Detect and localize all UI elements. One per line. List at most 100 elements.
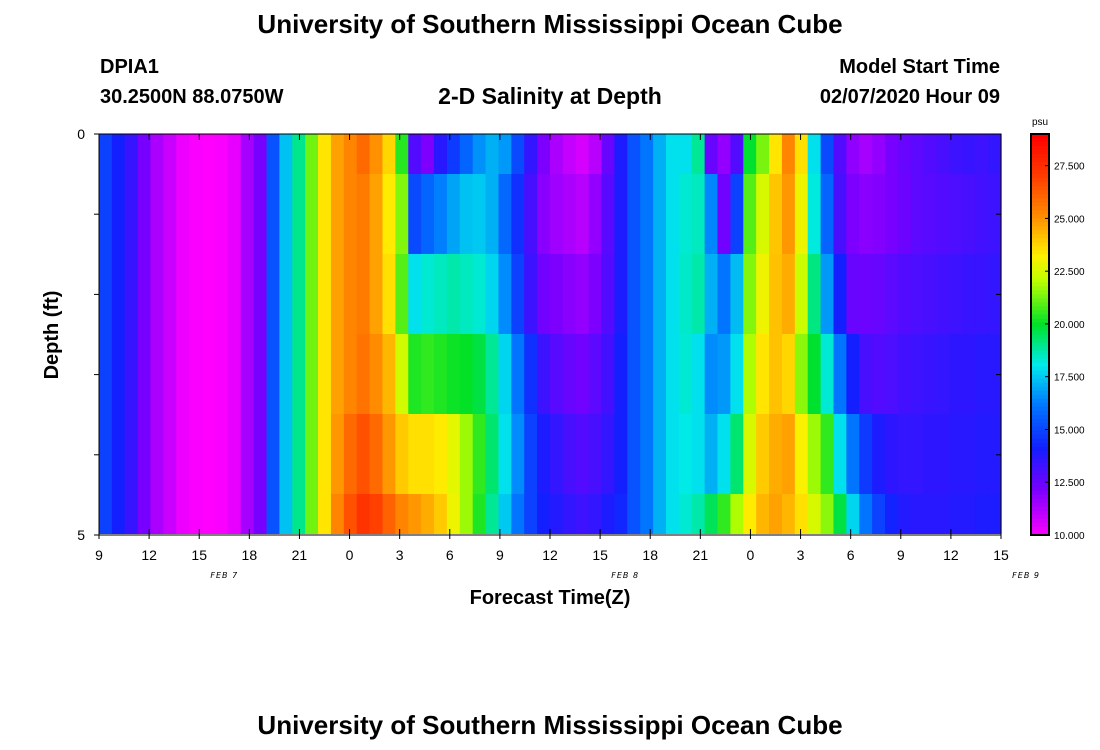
heatmap-cell — [524, 414, 538, 494]
heatmap-cell — [691, 174, 706, 254]
heatmap-cell — [124, 334, 139, 414]
heatmap-cell — [279, 254, 293, 334]
heatmap-cell — [769, 414, 783, 494]
heatmap-cell — [485, 174, 500, 254]
heatmap-cell — [614, 494, 628, 534]
heatmap-cell — [781, 414, 796, 494]
heatmap-cell — [936, 334, 951, 414]
heatmap-cell — [833, 254, 847, 334]
heatmap-cell — [833, 334, 847, 414]
heatmap-cell — [176, 134, 190, 174]
heatmap-cell — [214, 334, 229, 414]
heatmap-cell — [421, 134, 435, 174]
x-tick-label: 3 — [396, 547, 404, 563]
heatmap-cell — [717, 334, 731, 414]
heatmap-cell — [343, 414, 358, 494]
heatmap-cell — [614, 334, 628, 414]
heatmap-cell — [717, 174, 731, 254]
heatmap-cell — [150, 334, 165, 414]
heatmap-cell — [601, 174, 616, 254]
heatmap-cell — [318, 254, 332, 334]
heatmap-cell — [356, 494, 371, 534]
colorbar-segment — [1031, 402, 1049, 408]
heatmap-cell — [962, 494, 976, 534]
heatmap-cell — [446, 494, 461, 534]
heatmap-cell — [318, 174, 332, 254]
x-tick-label: 9 — [95, 547, 103, 563]
heatmap-cell — [743, 174, 757, 254]
heatmap-cell — [369, 414, 384, 494]
x-tick-label: 18 — [242, 547, 258, 563]
colorbar-segment — [1031, 182, 1049, 187]
colorbar-segment — [1031, 202, 1049, 207]
heatmap-cell — [807, 174, 822, 254]
heatmap-cell — [820, 134, 835, 174]
heatmap-cell — [446, 174, 461, 254]
heatmap-cell — [550, 334, 564, 414]
heatmap-cell — [227, 414, 242, 494]
colorbar-segment — [1031, 446, 1049, 452]
colorbar-segment — [1031, 270, 1049, 275]
heatmap-cell — [150, 254, 165, 334]
heatmap-cell — [498, 134, 512, 174]
heatmap-cell — [446, 254, 461, 334]
heatmap-cell — [111, 134, 126, 174]
x-tick-label: 18 — [642, 547, 658, 563]
x-tick-label: 3 — [797, 547, 805, 563]
colorbar-segment — [1031, 158, 1049, 163]
heatmap-cell — [627, 254, 641, 334]
heatmap-cell — [550, 254, 564, 334]
heatmap-cell — [885, 254, 899, 334]
heatmap-cell — [266, 494, 280, 534]
heatmap-cell — [859, 174, 873, 254]
heatmap-cell — [665, 134, 680, 174]
heatmap-cell — [292, 494, 306, 534]
heatmap-cell — [872, 414, 886, 494]
colorbar-segment — [1031, 318, 1049, 324]
heatmap-cell — [975, 494, 989, 534]
colorbar-segment — [1031, 262, 1049, 267]
heatmap-cell — [524, 494, 538, 534]
date-label: FEB 9 — [1012, 571, 1040, 580]
heatmap-cell — [717, 414, 731, 494]
heatmap-cell — [524, 254, 538, 334]
heatmap-cell — [665, 254, 680, 334]
heatmap-cell — [240, 254, 255, 334]
heatmap-cell — [897, 334, 912, 414]
colorbar-segment — [1031, 194, 1049, 199]
heatmap-cell — [421, 254, 435, 334]
heatmap-cell — [421, 414, 435, 494]
heatmap-cell — [743, 414, 757, 494]
heatmap-cell — [524, 134, 538, 174]
heatmap-cell — [279, 414, 293, 494]
heatmap-cell — [627, 494, 641, 534]
heatmap-cell — [189, 414, 203, 494]
x-axis-title: Forecast Time(Z) — [470, 587, 631, 609]
heatmap-cell — [923, 494, 938, 534]
heatmap-cell — [769, 494, 783, 534]
heatmap-cells — [99, 134, 1002, 534]
x-tick-label: 15 — [191, 547, 207, 563]
heatmap-cell — [859, 414, 873, 494]
heatmap-cell — [356, 334, 371, 414]
colorbar-segment — [1031, 134, 1049, 139]
heatmap-cell — [485, 414, 500, 494]
heatmap-cell — [575, 334, 590, 414]
colorbar-segment — [1031, 354, 1049, 360]
heatmap-cell — [936, 494, 951, 534]
heatmap-cell — [356, 134, 371, 174]
heatmap-cell — [343, 254, 358, 334]
colorbar-tick-label: 25.000 — [1054, 214, 1085, 225]
colorbar-segment — [1031, 314, 1049, 320]
heatmap-cell — [189, 174, 203, 254]
heatmap-cell — [743, 134, 757, 174]
heatmap-cell — [846, 254, 860, 334]
colorbar-segment — [1031, 330, 1049, 336]
heatmap-cell — [382, 334, 396, 414]
heatmap-cell — [305, 174, 319, 254]
heatmap-cell — [730, 254, 744, 334]
heatmap-cell — [279, 494, 293, 534]
heatmap-cell — [202, 254, 216, 334]
colorbar-unit: psu — [1032, 117, 1048, 128]
